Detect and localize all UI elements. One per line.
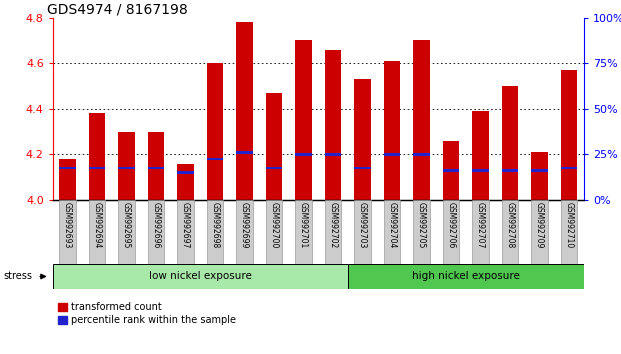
- Bar: [60, 167, 76, 170]
- Bar: [207, 158, 223, 160]
- Bar: [119, 167, 135, 170]
- Bar: [89, 113, 105, 200]
- Bar: [178, 171, 194, 174]
- Text: GSM992698: GSM992698: [211, 202, 219, 248]
- Bar: [148, 132, 164, 200]
- Bar: [296, 40, 312, 200]
- Bar: [561, 70, 577, 200]
- Bar: [413, 200, 430, 264]
- Bar: [325, 153, 341, 156]
- Bar: [502, 200, 519, 264]
- Bar: [266, 167, 282, 170]
- Bar: [384, 153, 400, 156]
- Bar: [561, 167, 577, 170]
- Bar: [237, 22, 253, 200]
- Text: GSM992705: GSM992705: [417, 202, 426, 248]
- Text: GSM992708: GSM992708: [505, 202, 514, 248]
- Bar: [473, 111, 489, 200]
- Text: GSM992710: GSM992710: [564, 202, 573, 248]
- Bar: [532, 169, 548, 172]
- Bar: [53, 264, 348, 289]
- Bar: [89, 167, 105, 170]
- Bar: [502, 86, 518, 200]
- Text: GSM992694: GSM992694: [93, 202, 101, 248]
- Bar: [178, 164, 194, 200]
- Bar: [472, 200, 489, 264]
- Bar: [177, 200, 194, 264]
- Bar: [473, 169, 489, 172]
- Bar: [266, 200, 283, 264]
- Text: GSM992703: GSM992703: [358, 202, 367, 248]
- Text: high nickel exposure: high nickel exposure: [412, 272, 520, 281]
- Bar: [295, 200, 312, 264]
- Text: GDS4974 / 8167198: GDS4974 / 8167198: [47, 2, 188, 17]
- Bar: [355, 167, 371, 170]
- Bar: [148, 200, 165, 264]
- Legend: transformed count, percentile rank within the sample: transformed count, percentile rank withi…: [58, 302, 236, 325]
- Bar: [236, 200, 253, 264]
- Bar: [119, 132, 135, 200]
- Bar: [531, 200, 548, 264]
- Text: GSM992704: GSM992704: [388, 202, 396, 248]
- Bar: [60, 159, 76, 200]
- Bar: [355, 79, 371, 200]
- Bar: [325, 50, 341, 200]
- Bar: [118, 200, 135, 264]
- Bar: [414, 153, 430, 156]
- Bar: [348, 264, 584, 289]
- Text: GSM992700: GSM992700: [270, 202, 278, 248]
- Bar: [532, 152, 548, 200]
- Bar: [414, 40, 430, 200]
- Text: GSM992701: GSM992701: [299, 202, 308, 248]
- Bar: [384, 61, 400, 200]
- Bar: [443, 169, 459, 172]
- Text: GSM992693: GSM992693: [63, 202, 72, 248]
- Bar: [89, 200, 106, 264]
- Bar: [148, 167, 164, 170]
- Text: GSM992702: GSM992702: [329, 202, 337, 248]
- Bar: [561, 200, 578, 264]
- Bar: [207, 63, 223, 200]
- Text: GSM992697: GSM992697: [181, 202, 190, 248]
- Bar: [443, 141, 459, 200]
- Bar: [266, 93, 282, 200]
- Text: GSM992706: GSM992706: [446, 202, 455, 248]
- Text: stress: stress: [3, 272, 32, 281]
- Bar: [296, 153, 312, 156]
- Text: GSM992699: GSM992699: [240, 202, 249, 248]
- Text: low nickel exposure: low nickel exposure: [149, 272, 252, 281]
- Bar: [207, 200, 224, 264]
- Bar: [443, 200, 460, 264]
- Bar: [59, 200, 76, 264]
- Text: GSM992709: GSM992709: [535, 202, 544, 248]
- Text: GSM992707: GSM992707: [476, 202, 485, 248]
- Bar: [237, 151, 253, 154]
- Bar: [384, 200, 401, 264]
- Bar: [325, 200, 342, 264]
- Text: GSM992696: GSM992696: [152, 202, 160, 248]
- Bar: [502, 169, 518, 172]
- Bar: [354, 200, 371, 264]
- Text: GSM992695: GSM992695: [122, 202, 131, 248]
